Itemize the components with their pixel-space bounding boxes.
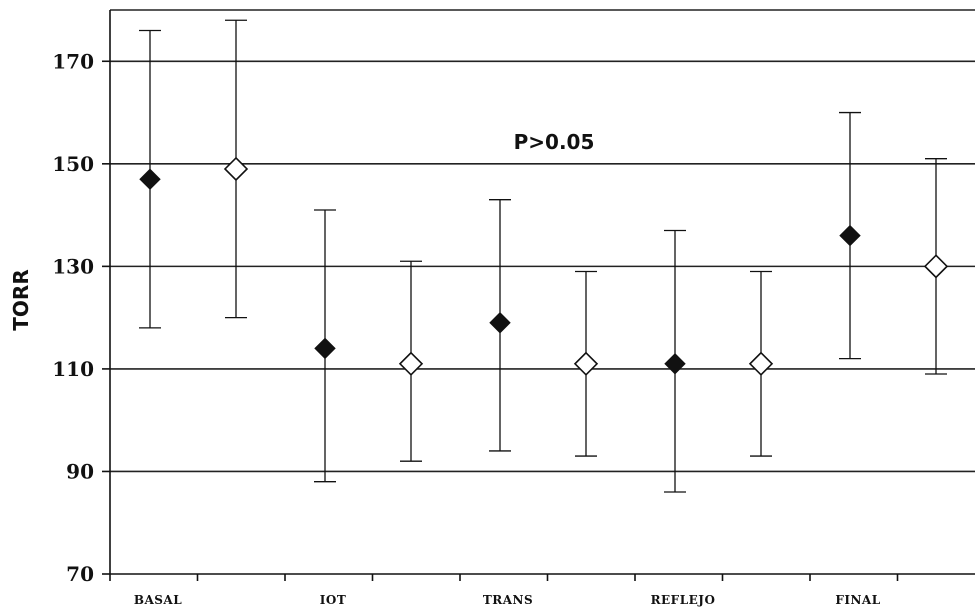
x-tick-label: TRANS bbox=[483, 593, 533, 607]
open-diamond-point bbox=[923, 254, 949, 279]
series-layer bbox=[139, 19, 949, 493]
open-diamond-point bbox=[398, 351, 424, 376]
filled-diamond-point bbox=[139, 168, 161, 190]
x-tick-labels: BASAL IOT TRANS REFLEJO FINAL bbox=[134, 593, 880, 607]
open-diamond-point bbox=[748, 351, 774, 376]
x-tick-label: FINAL bbox=[835, 593, 880, 607]
y-tick-labels: 70 90 110 130 150 170 bbox=[52, 49, 94, 586]
y-tick-label: 130 bbox=[52, 254, 94, 278]
y-tick-label: 90 bbox=[66, 459, 94, 483]
y-tick-label: 110 bbox=[52, 357, 94, 381]
series-1 bbox=[139, 29, 861, 493]
open-diamond-point bbox=[573, 351, 599, 376]
x-tick-label: IOT bbox=[320, 593, 347, 607]
x-tick-label: REFLEJO bbox=[651, 593, 716, 607]
grid-lines bbox=[110, 9, 975, 473]
y-axis-label: TORR bbox=[9, 269, 33, 330]
filled-diamond-point bbox=[314, 337, 336, 360]
y-tick-label: 150 bbox=[52, 152, 94, 176]
y-tick-label: 170 bbox=[52, 49, 94, 73]
y-tick-label: 70 bbox=[66, 562, 94, 586]
filled-diamond-point bbox=[489, 312, 511, 334]
filled-diamond-point bbox=[839, 224, 861, 247]
p-value-annotation: P>0.05 bbox=[514, 130, 595, 154]
filled-diamond-point bbox=[664, 353, 686, 375]
open-diamond-point bbox=[223, 156, 249, 182]
x-tick-label: BASAL bbox=[134, 593, 182, 607]
series-2 bbox=[223, 19, 949, 462]
axes bbox=[102, 10, 975, 581]
